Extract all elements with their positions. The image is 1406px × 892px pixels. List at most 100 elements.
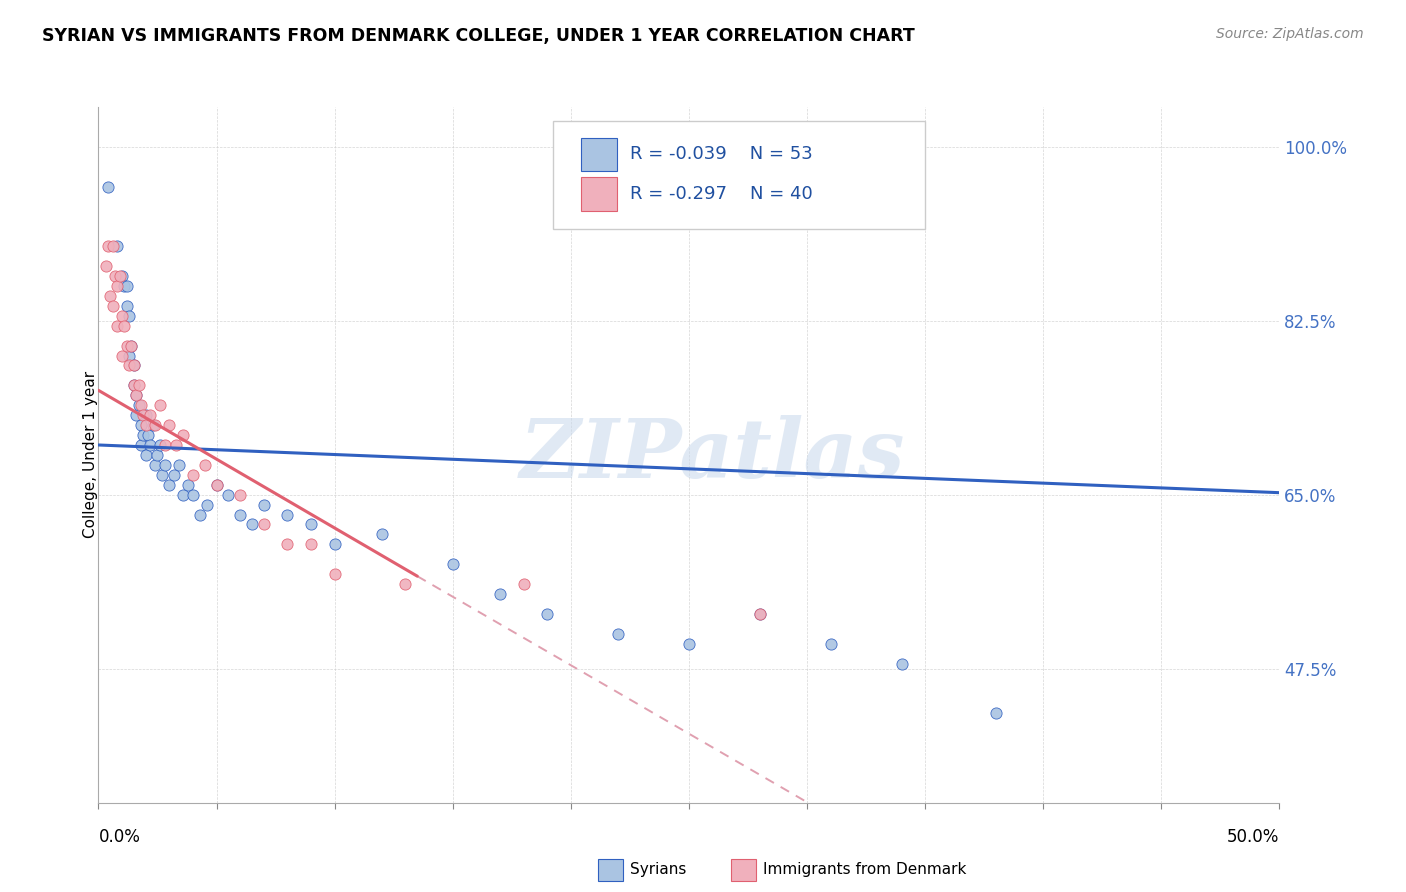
FancyBboxPatch shape bbox=[582, 137, 617, 171]
Point bbox=[371, 527, 394, 541]
Point bbox=[163, 467, 186, 482]
Point bbox=[132, 428, 155, 442]
Point bbox=[128, 398, 150, 412]
Point bbox=[129, 398, 152, 412]
Point bbox=[101, 299, 124, 313]
Point bbox=[118, 359, 141, 373]
Point bbox=[229, 488, 252, 502]
Point bbox=[890, 657, 912, 671]
Text: R = -0.039    N = 53: R = -0.039 N = 53 bbox=[630, 145, 813, 163]
Point bbox=[121, 338, 143, 352]
Point bbox=[105, 279, 128, 293]
Point bbox=[194, 458, 217, 472]
Point bbox=[167, 458, 190, 472]
Point bbox=[142, 418, 165, 433]
Text: Source: ZipAtlas.com: Source: ZipAtlas.com bbox=[1216, 27, 1364, 41]
Point bbox=[111, 268, 134, 283]
Point bbox=[165, 438, 187, 452]
Text: R = -0.297    N = 40: R = -0.297 N = 40 bbox=[630, 185, 813, 203]
Point bbox=[489, 587, 512, 601]
Point bbox=[139, 408, 162, 422]
Point bbox=[276, 537, 298, 551]
Point bbox=[112, 279, 135, 293]
Point bbox=[820, 637, 842, 651]
Point bbox=[441, 558, 464, 572]
Point bbox=[135, 408, 157, 422]
Y-axis label: College, Under 1 year: College, Under 1 year bbox=[83, 371, 97, 539]
Text: ZIPatlas: ZIPatlas bbox=[520, 415, 905, 495]
Point bbox=[181, 488, 204, 502]
Point bbox=[157, 477, 180, 491]
Point bbox=[253, 517, 276, 532]
Point bbox=[323, 567, 346, 582]
Point bbox=[111, 349, 134, 363]
Point bbox=[149, 438, 172, 452]
Point bbox=[229, 508, 252, 522]
Point bbox=[188, 508, 211, 522]
Point bbox=[98, 289, 121, 303]
Point bbox=[132, 408, 155, 422]
Point bbox=[172, 428, 194, 442]
Point bbox=[121, 338, 143, 352]
Point bbox=[125, 408, 148, 422]
Text: SYRIAN VS IMMIGRANTS FROM DENMARK COLLEGE, UNDER 1 YEAR CORRELATION CHART: SYRIAN VS IMMIGRANTS FROM DENMARK COLLEG… bbox=[42, 27, 915, 45]
Point bbox=[115, 279, 138, 293]
Point bbox=[94, 259, 117, 273]
Point bbox=[143, 418, 166, 433]
Point bbox=[125, 388, 148, 402]
FancyBboxPatch shape bbox=[582, 178, 617, 211]
Point bbox=[205, 477, 228, 491]
Point bbox=[101, 239, 124, 253]
Point bbox=[512, 577, 534, 591]
Point bbox=[299, 537, 322, 551]
Point bbox=[97, 179, 120, 194]
Point bbox=[748, 607, 770, 621]
Point bbox=[323, 537, 346, 551]
Point bbox=[135, 448, 157, 462]
Point bbox=[153, 458, 176, 472]
Point bbox=[394, 577, 416, 591]
Point bbox=[115, 299, 138, 313]
Point bbox=[181, 467, 204, 482]
Point bbox=[104, 268, 127, 283]
Point bbox=[136, 428, 159, 442]
Point bbox=[129, 418, 152, 433]
Point bbox=[150, 467, 173, 482]
Point bbox=[205, 477, 228, 491]
Point bbox=[177, 477, 200, 491]
Point bbox=[105, 239, 128, 253]
Point bbox=[118, 309, 141, 323]
Point bbox=[122, 359, 145, 373]
Point bbox=[172, 488, 194, 502]
Point bbox=[122, 359, 145, 373]
Point bbox=[128, 378, 150, 392]
Point bbox=[143, 458, 166, 472]
Point bbox=[195, 498, 218, 512]
Point bbox=[678, 637, 700, 651]
Text: Syrians: Syrians bbox=[630, 863, 686, 877]
Point bbox=[97, 239, 120, 253]
Point bbox=[536, 607, 558, 621]
Point bbox=[299, 517, 322, 532]
Text: 0.0%: 0.0% bbox=[98, 828, 141, 846]
Point bbox=[105, 318, 128, 333]
FancyBboxPatch shape bbox=[553, 121, 925, 229]
Point bbox=[253, 498, 276, 512]
Point bbox=[984, 706, 1007, 721]
Point bbox=[157, 418, 180, 433]
Point bbox=[139, 438, 162, 452]
Point bbox=[129, 438, 152, 452]
Point bbox=[115, 338, 138, 352]
Point bbox=[112, 318, 135, 333]
Point bbox=[607, 627, 630, 641]
Point bbox=[146, 448, 169, 462]
Point bbox=[217, 488, 239, 502]
Point bbox=[135, 418, 157, 433]
Point bbox=[122, 378, 145, 392]
Point bbox=[108, 268, 131, 283]
Point bbox=[149, 398, 172, 412]
Point bbox=[240, 517, 263, 532]
Point bbox=[118, 349, 141, 363]
Point bbox=[122, 378, 145, 392]
Point bbox=[748, 607, 770, 621]
